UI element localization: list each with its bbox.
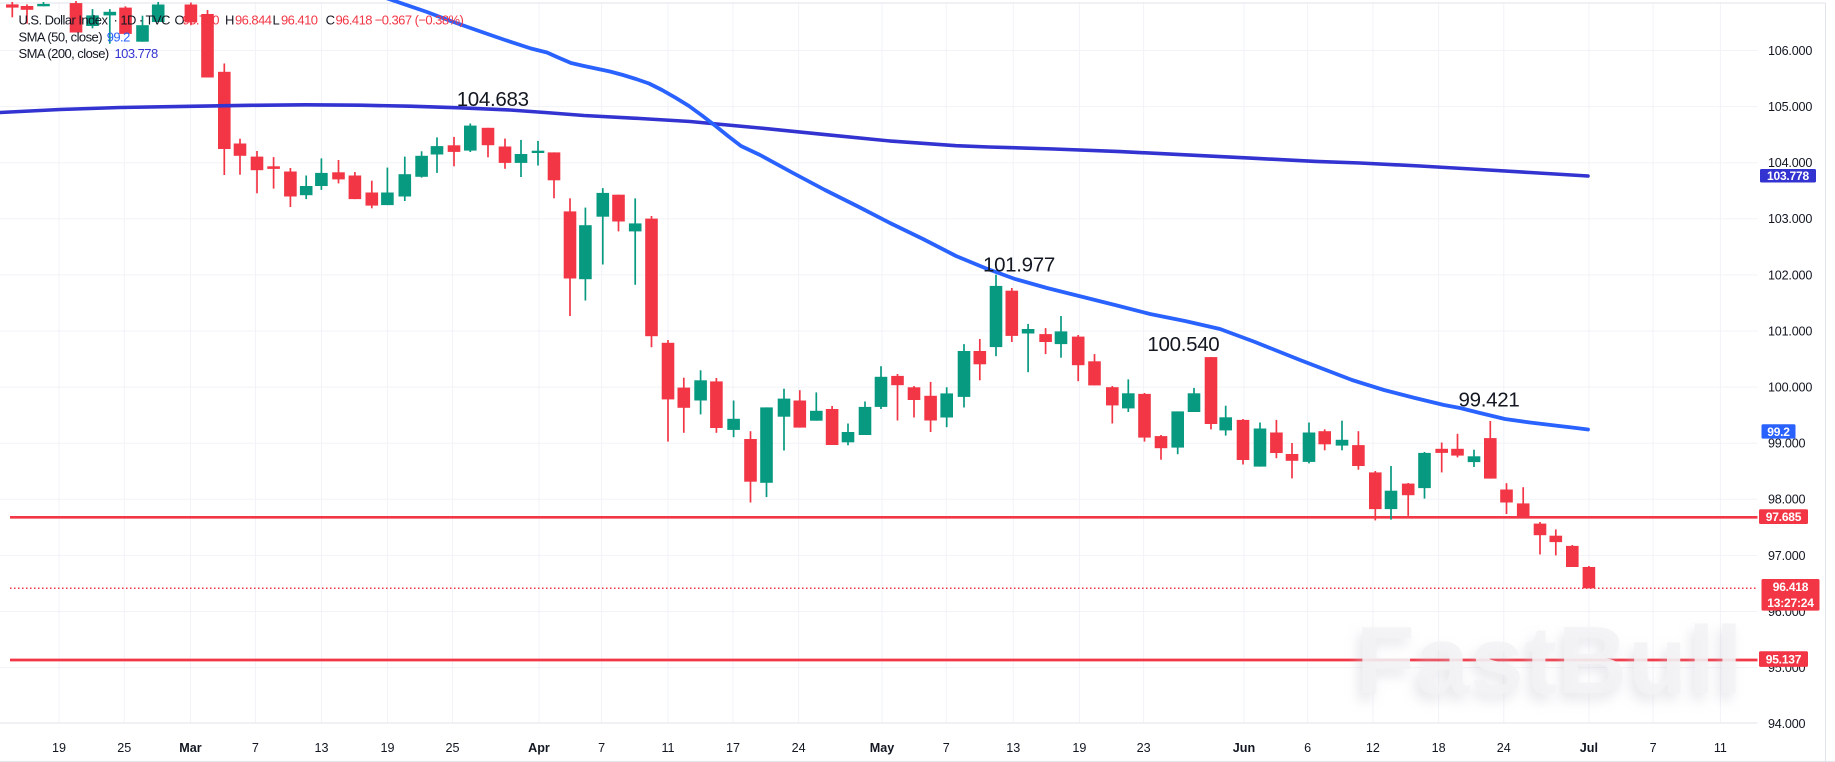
svg-text:Jun: Jun bbox=[1233, 741, 1255, 755]
svg-text:13: 13 bbox=[314, 741, 328, 755]
svg-text:18: 18 bbox=[1432, 741, 1446, 755]
svg-text:98.000: 98.000 bbox=[1768, 493, 1806, 507]
svg-text:19: 19 bbox=[1072, 741, 1086, 755]
svg-text:100.540: 100.540 bbox=[1147, 333, 1219, 356]
svg-text:17: 17 bbox=[726, 741, 740, 755]
svg-text:99.421: 99.421 bbox=[1459, 389, 1520, 412]
svg-text:95.137: 95.137 bbox=[1766, 652, 1802, 666]
svg-text:FastBull: FastBull bbox=[1356, 607, 1744, 714]
svg-text:99.000: 99.000 bbox=[1768, 437, 1806, 451]
svg-text:24: 24 bbox=[1497, 741, 1511, 755]
svg-text:6: 6 bbox=[1304, 741, 1311, 755]
svg-text:FastBull: FastBull bbox=[1352, 614, 1740, 721]
svg-text:13: 13 bbox=[1006, 741, 1020, 755]
svg-text:SMA (50, close)99.2: SMA (50, close) 99.2 bbox=[19, 29, 131, 44]
svg-text:94.000: 94.000 bbox=[1768, 717, 1806, 731]
svg-text:SMA (200, close)103.778: SMA (200, close) 103.778 bbox=[19, 46, 158, 61]
svg-text:97.685: 97.685 bbox=[1766, 510, 1802, 524]
svg-text:104.683: 104.683 bbox=[457, 88, 529, 111]
svg-text:7: 7 bbox=[252, 741, 259, 755]
svg-text:7: 7 bbox=[598, 741, 605, 755]
svg-text:104.000: 104.000 bbox=[1768, 156, 1812, 170]
svg-text:Mar: Mar bbox=[179, 741, 201, 755]
svg-text:7: 7 bbox=[1650, 741, 1657, 755]
svg-text:25: 25 bbox=[117, 741, 131, 755]
svg-text:102.000: 102.000 bbox=[1768, 268, 1812, 282]
svg-text:11: 11 bbox=[661, 741, 674, 755]
svg-text:19: 19 bbox=[52, 741, 66, 755]
svg-text:Apr: Apr bbox=[528, 741, 550, 755]
svg-text:13:27:24: 13:27:24 bbox=[1767, 596, 1814, 610]
svg-text:24: 24 bbox=[792, 741, 806, 755]
svg-text:11: 11 bbox=[1714, 741, 1727, 755]
svg-text:7: 7 bbox=[943, 741, 950, 755]
svg-text:103.778: 103.778 bbox=[1767, 169, 1810, 183]
svg-text:12: 12 bbox=[1366, 741, 1380, 755]
svg-text:97.000: 97.000 bbox=[1768, 549, 1806, 563]
svg-text:101.977: 101.977 bbox=[983, 254, 1055, 277]
svg-text:19: 19 bbox=[380, 741, 394, 755]
svg-text:106.000: 106.000 bbox=[1768, 44, 1812, 58]
svg-text:99.2: 99.2 bbox=[1767, 425, 1790, 439]
svg-text:23: 23 bbox=[1137, 741, 1151, 755]
svg-text:105.000: 105.000 bbox=[1768, 100, 1812, 114]
svg-text:103.000: 103.000 bbox=[1768, 212, 1812, 226]
svg-text:25: 25 bbox=[445, 741, 459, 755]
svg-text:May: May bbox=[870, 741, 895, 755]
svg-text:Jul: Jul bbox=[1580, 741, 1598, 755]
svg-text:101.000: 101.000 bbox=[1768, 324, 1812, 338]
svg-text:100.000: 100.000 bbox=[1768, 381, 1812, 395]
svg-text:96.418: 96.418 bbox=[1773, 580, 1809, 594]
